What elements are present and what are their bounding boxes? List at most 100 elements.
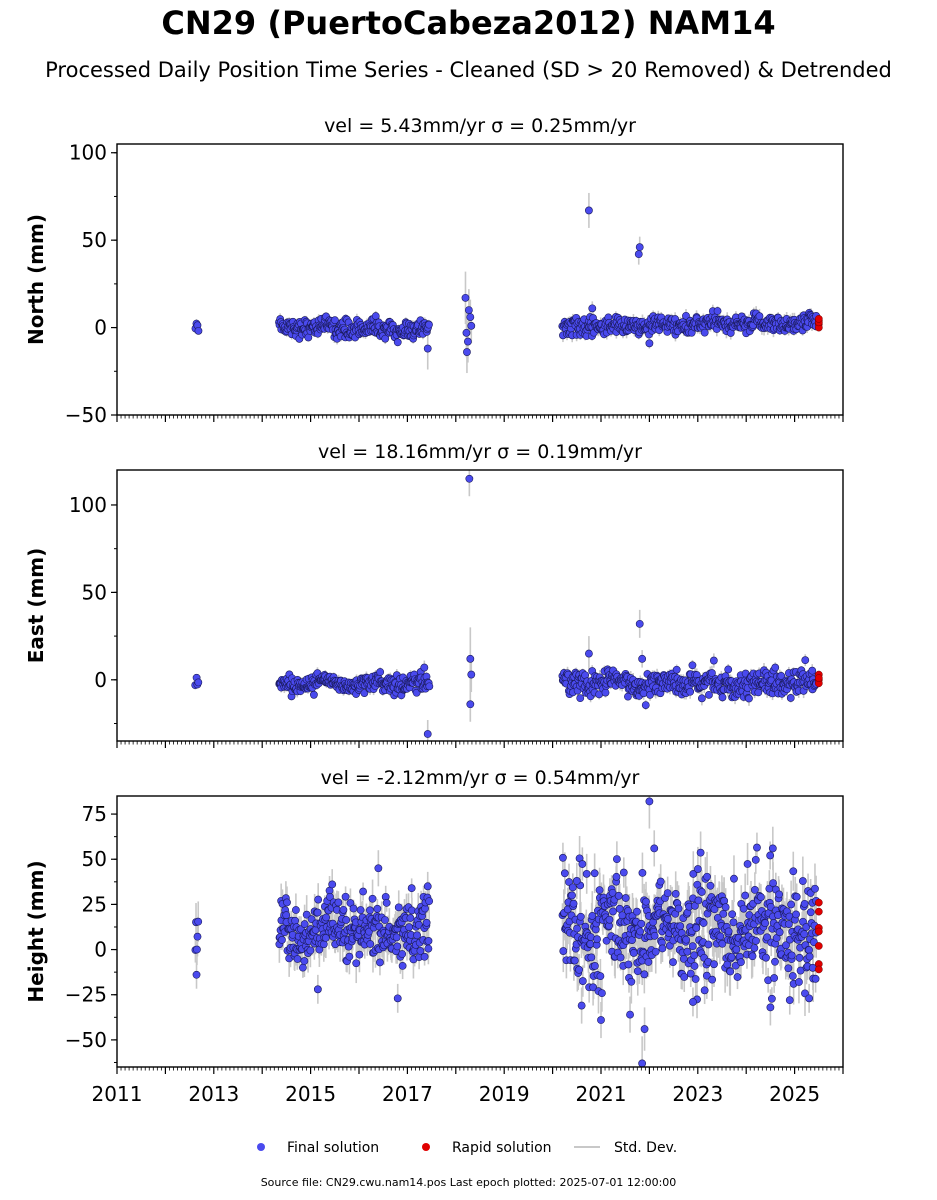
rapid-points — [814, 314, 823, 332]
final-point — [360, 689, 369, 697]
final-point — [769, 879, 778, 887]
final-point — [633, 967, 642, 976]
final-point — [745, 694, 753, 703]
final-point — [690, 962, 699, 970]
y-tick-label: 50 — [82, 228, 107, 252]
final-point — [700, 328, 709, 337]
final-point — [398, 950, 407, 958]
final-point — [686, 969, 695, 978]
y-tick-label: 25 — [82, 892, 107, 916]
final-point — [694, 896, 703, 905]
final-point — [345, 952, 354, 961]
final-point — [770, 974, 779, 982]
final-point — [718, 693, 727, 702]
rapid-point — [814, 907, 823, 916]
final-point — [796, 966, 805, 975]
y-tick-label: 0 — [94, 316, 107, 340]
final-point — [314, 895, 323, 904]
final-point — [755, 312, 764, 321]
final-point — [730, 874, 738, 883]
final-point — [424, 937, 433, 945]
final-point — [194, 678, 203, 687]
final-point — [466, 313, 475, 321]
final-point — [697, 694, 706, 703]
final-point — [671, 889, 680, 898]
rapid-points — [814, 670, 823, 688]
final-point — [708, 975, 717, 984]
final-point — [705, 690, 713, 699]
final-point — [424, 944, 433, 953]
final-point — [194, 326, 203, 335]
final-point — [293, 955, 302, 963]
final-point — [576, 912, 585, 921]
final-point — [595, 886, 604, 895]
final-point — [699, 919, 708, 927]
final-point — [750, 944, 759, 952]
final-point — [352, 959, 361, 968]
final-point — [559, 853, 567, 862]
final-point — [706, 881, 715, 890]
final-point — [768, 844, 777, 853]
final-point — [690, 901, 699, 910]
final-point — [766, 1003, 775, 1012]
final-point — [300, 957, 309, 965]
final-point — [326, 892, 334, 901]
final-point — [373, 904, 382, 913]
final-point — [801, 989, 809, 998]
final-point — [733, 973, 742, 981]
final-point — [615, 904, 624, 913]
final-point — [341, 892, 350, 901]
final-point — [789, 867, 798, 876]
final-point — [689, 998, 697, 1006]
final-point — [762, 953, 770, 962]
final-point — [463, 337, 472, 346]
y-tick-label: 50 — [82, 580, 107, 604]
final-point — [423, 344, 432, 353]
y-tick-label: 75 — [82, 802, 107, 826]
final-point — [420, 663, 429, 672]
final-point — [634, 250, 643, 259]
final-point — [792, 892, 801, 901]
final-point — [775, 928, 784, 937]
y-tick-label: −50 — [65, 1028, 107, 1052]
final-point — [805, 946, 813, 954]
y-tick-label: 0 — [94, 938, 107, 962]
final-point — [193, 945, 201, 954]
final-point — [568, 883, 577, 892]
final-point — [381, 334, 390, 343]
panel-east: 0 50 100 vel = 18.16mm/yr σ = 0.19mm/yr East… — [24, 441, 844, 748]
stddev-bars — [194, 192, 817, 374]
final-point — [461, 293, 470, 302]
final-point — [405, 923, 413, 932]
final-point — [590, 869, 599, 878]
final-point — [753, 843, 761, 852]
final-point — [565, 878, 573, 886]
final-point — [805, 952, 814, 961]
final-point — [682, 935, 691, 944]
final-point — [732, 945, 741, 954]
final-point — [382, 898, 391, 907]
y-tick-label: −25 — [65, 983, 107, 1007]
rapid-point — [814, 674, 823, 682]
panel-title: vel = 5.43mm/yr σ = 0.25mm/yr — [324, 115, 636, 137]
final-point — [658, 944, 667, 953]
final-point — [291, 916, 300, 925]
final-point — [425, 682, 434, 691]
final-point — [650, 931, 659, 940]
rapid-point — [814, 927, 823, 936]
final-point — [741, 891, 750, 900]
final-point — [621, 894, 630, 902]
final-point — [342, 916, 351, 924]
final-point — [596, 972, 605, 981]
final-point — [597, 1016, 605, 1024]
final-point — [750, 885, 759, 894]
final-point — [585, 206, 593, 215]
final-point — [392, 933, 401, 942]
final-point — [663, 889, 672, 898]
final-point — [588, 912, 597, 920]
final-point — [801, 656, 810, 665]
final-point — [785, 996, 794, 1005]
y-tick-label: −50 — [65, 403, 107, 427]
final-point — [795, 953, 804, 962]
